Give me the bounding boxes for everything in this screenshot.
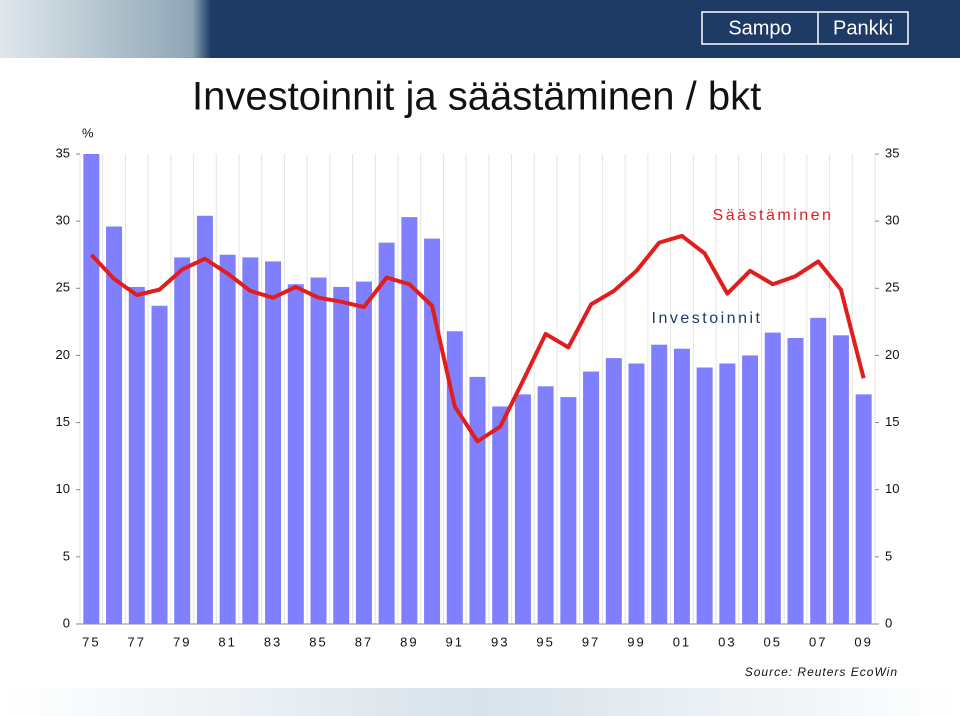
y-tick-label: 0 <box>63 615 70 630</box>
y-tick-label: 15 <box>56 414 70 429</box>
bar <box>764 332 781 624</box>
x-tick-label: 09 <box>854 634 872 649</box>
y2-tick-label: 20 <box>885 347 899 362</box>
bar <box>605 358 622 624</box>
bar <box>333 286 350 624</box>
bar <box>128 286 145 624</box>
y2-tick-label: 0 <box>885 615 892 630</box>
bar <box>106 226 123 624</box>
x-tick-label: 01 <box>673 634 691 649</box>
series-label: Säästäminen <box>713 207 834 224</box>
bar <box>742 355 759 624</box>
x-tick-label: 87 <box>355 634 373 649</box>
bar <box>651 344 668 624</box>
logo-text: Sampo <box>728 17 791 39</box>
x-tick-label: 99 <box>627 634 645 649</box>
bar <box>673 348 690 624</box>
y-tick-label: 35 <box>56 145 70 160</box>
x-tick-label: 83 <box>264 634 282 649</box>
bar <box>310 277 327 624</box>
series-label: Investoinnit <box>652 310 763 327</box>
bar <box>787 337 804 624</box>
x-tick-label: 07 <box>809 634 827 649</box>
logo-text: Pankki <box>833 17 893 39</box>
bar <box>219 254 236 624</box>
bar <box>583 371 600 624</box>
x-tick-label: 97 <box>582 634 600 649</box>
bar <box>696 367 713 624</box>
x-tick-label: 77 <box>128 634 146 649</box>
source: Source: Reuters EcoWin <box>745 665 898 679</box>
x-tick-label: 05 <box>764 634 782 649</box>
bar <box>719 363 736 624</box>
y2-tick-label: 5 <box>885 548 892 563</box>
bar <box>855 394 872 624</box>
y-tick-label: 5 <box>63 548 70 563</box>
y-tick-label: 30 <box>56 213 70 228</box>
y-tick-label: 10 <box>56 481 70 496</box>
x-tick-label: 75 <box>82 634 100 649</box>
bar <box>287 284 304 624</box>
bar <box>424 238 441 624</box>
x-tick-label: 03 <box>718 634 736 649</box>
bar <box>492 406 509 624</box>
y-tick-label: 20 <box>56 347 70 362</box>
bar <box>83 154 100 624</box>
x-tick-label: 89 <box>400 634 418 649</box>
y2-tick-label: 25 <box>885 280 899 295</box>
logo-box <box>701 11 909 45</box>
y-unit: % <box>82 125 94 140</box>
bar <box>401 217 418 624</box>
line <box>89 233 866 444</box>
bar <box>514 394 531 624</box>
bar <box>196 215 213 624</box>
bar <box>355 281 372 624</box>
chart-title: Investoinnit ja säästäminen / bkt <box>192 75 761 119</box>
bar <box>446 331 463 624</box>
x-tick-label: 79 <box>173 634 191 649</box>
x-tick-label: 93 <box>491 634 509 649</box>
bar <box>628 363 645 624</box>
footer-band <box>0 688 960 716</box>
bar <box>560 397 577 624</box>
bar <box>537 386 554 624</box>
bar <box>469 376 486 624</box>
x-tick-label: 91 <box>446 634 464 649</box>
y2-tick-label: 30 <box>885 213 899 228</box>
bar <box>174 257 191 624</box>
x-tick-label: 85 <box>309 634 327 649</box>
y-tick-label: 25 <box>56 280 70 295</box>
bar <box>151 305 168 624</box>
bar <box>265 261 282 624</box>
x-tick-label: 95 <box>536 634 554 649</box>
y2-tick-label: 10 <box>885 481 899 496</box>
x-tick-label: 81 <box>218 634 236 649</box>
y2-tick-label: 15 <box>885 414 899 429</box>
bar <box>832 335 849 624</box>
y2-tick-label: 35 <box>885 145 899 160</box>
bar <box>810 317 827 624</box>
bar <box>242 257 259 624</box>
bar <box>378 242 395 624</box>
